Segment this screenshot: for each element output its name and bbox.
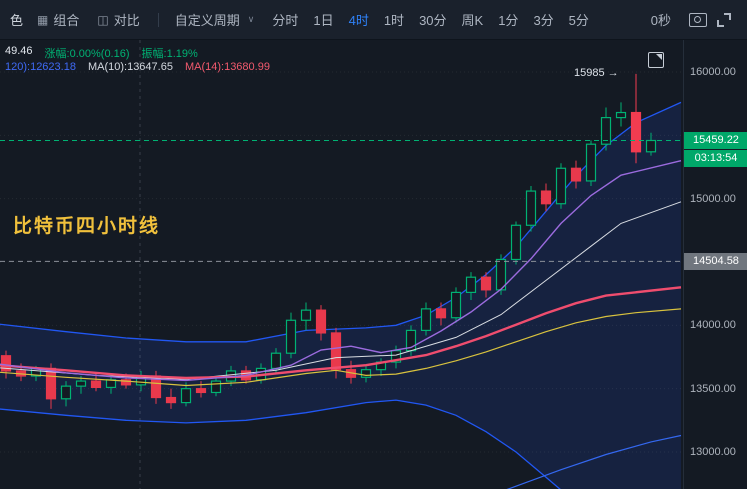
toolbar-divider bbox=[157, 12, 159, 27]
color-menu-fragment[interactable]: 色 bbox=[10, 13, 24, 28]
peak-label: 15985 → bbox=[574, 66, 619, 79]
chart-watermark: 比特币四小时线 bbox=[13, 216, 161, 237]
timeframe-4时[interactable]: 4时 bbox=[348, 13, 369, 28]
compare-icon: ◫ bbox=[97, 12, 109, 27]
compare-button[interactable]: ◫ 对比 bbox=[97, 10, 139, 29]
axis-tick-label: 15000.00 bbox=[690, 192, 736, 205]
timeframe-1分[interactable]: 1分 bbox=[498, 13, 519, 28]
timeframe-5分[interactable]: 5分 bbox=[568, 13, 589, 28]
timeframe-group: 分时 1日 4时 1时 30分 周K 1分 3分 5分 bbox=[272, 10, 604, 29]
alert-price-badge: 14504.58 bbox=[684, 252, 747, 270]
timeframe-周K[interactable]: 周K bbox=[461, 13, 484, 28]
fullscreen-button[interactable] bbox=[711, 7, 737, 33]
price-axis[interactable]: 15459.22 03:13:54 14504.58 16000.00 15000… bbox=[683, 40, 747, 489]
toolbar: 色 ▦ 组合 ◫ 对比 自定义周期 ∨ 分时 1日 4时 1时 30分 周K 1分 3分 5分 … bbox=[0, 0, 747, 40]
axis-tick-label: 13500.00 bbox=[690, 382, 736, 395]
custom-period-dropdown[interactable]: 自定义周期 ∨ bbox=[175, 10, 255, 29]
combo-button[interactable]: ▦ 组合 bbox=[37, 10, 79, 29]
screenshot-button[interactable] bbox=[685, 7, 711, 33]
fullscreen-icon bbox=[717, 12, 731, 27]
candlestick-chart[interactable] bbox=[0, 40, 747, 489]
axis-tick-label: 14000.00 bbox=[690, 319, 736, 332]
camera-icon bbox=[689, 12, 707, 27]
candle-countdown: 0秒 bbox=[650, 13, 671, 28]
grid-icon: ▦ bbox=[37, 12, 49, 27]
timeframe-1时[interactable]: 1时 bbox=[383, 13, 405, 28]
combo-label: 组合 bbox=[53, 13, 80, 28]
timeframe-30分[interactable]: 30分 bbox=[419, 13, 447, 28]
chart-area[interactable]: 49.46 涨幅:0.00%(0.16) 振幅:1.19% 120):12623… bbox=[0, 40, 747, 489]
chevron-down-icon: ∨ bbox=[247, 14, 255, 24]
custom-period-label: 自定义周期 bbox=[174, 13, 240, 28]
compare-label: 对比 bbox=[113, 13, 140, 28]
axis-tick-label: 16000.00 bbox=[690, 66, 736, 78]
axis-tick-label: 13000.00 bbox=[690, 446, 736, 458]
timeframe-分时[interactable]: 分时 bbox=[272, 13, 299, 28]
timeframe-3分[interactable]: 3分 bbox=[533, 13, 554, 28]
timeframe-1日[interactable]: 1日 bbox=[313, 13, 334, 28]
restore-chart-icon[interactable] bbox=[648, 52, 664, 68]
countdown-badge: 03:13:54 bbox=[684, 149, 747, 167]
current-price-badge: 15459.22 bbox=[684, 131, 747, 149]
